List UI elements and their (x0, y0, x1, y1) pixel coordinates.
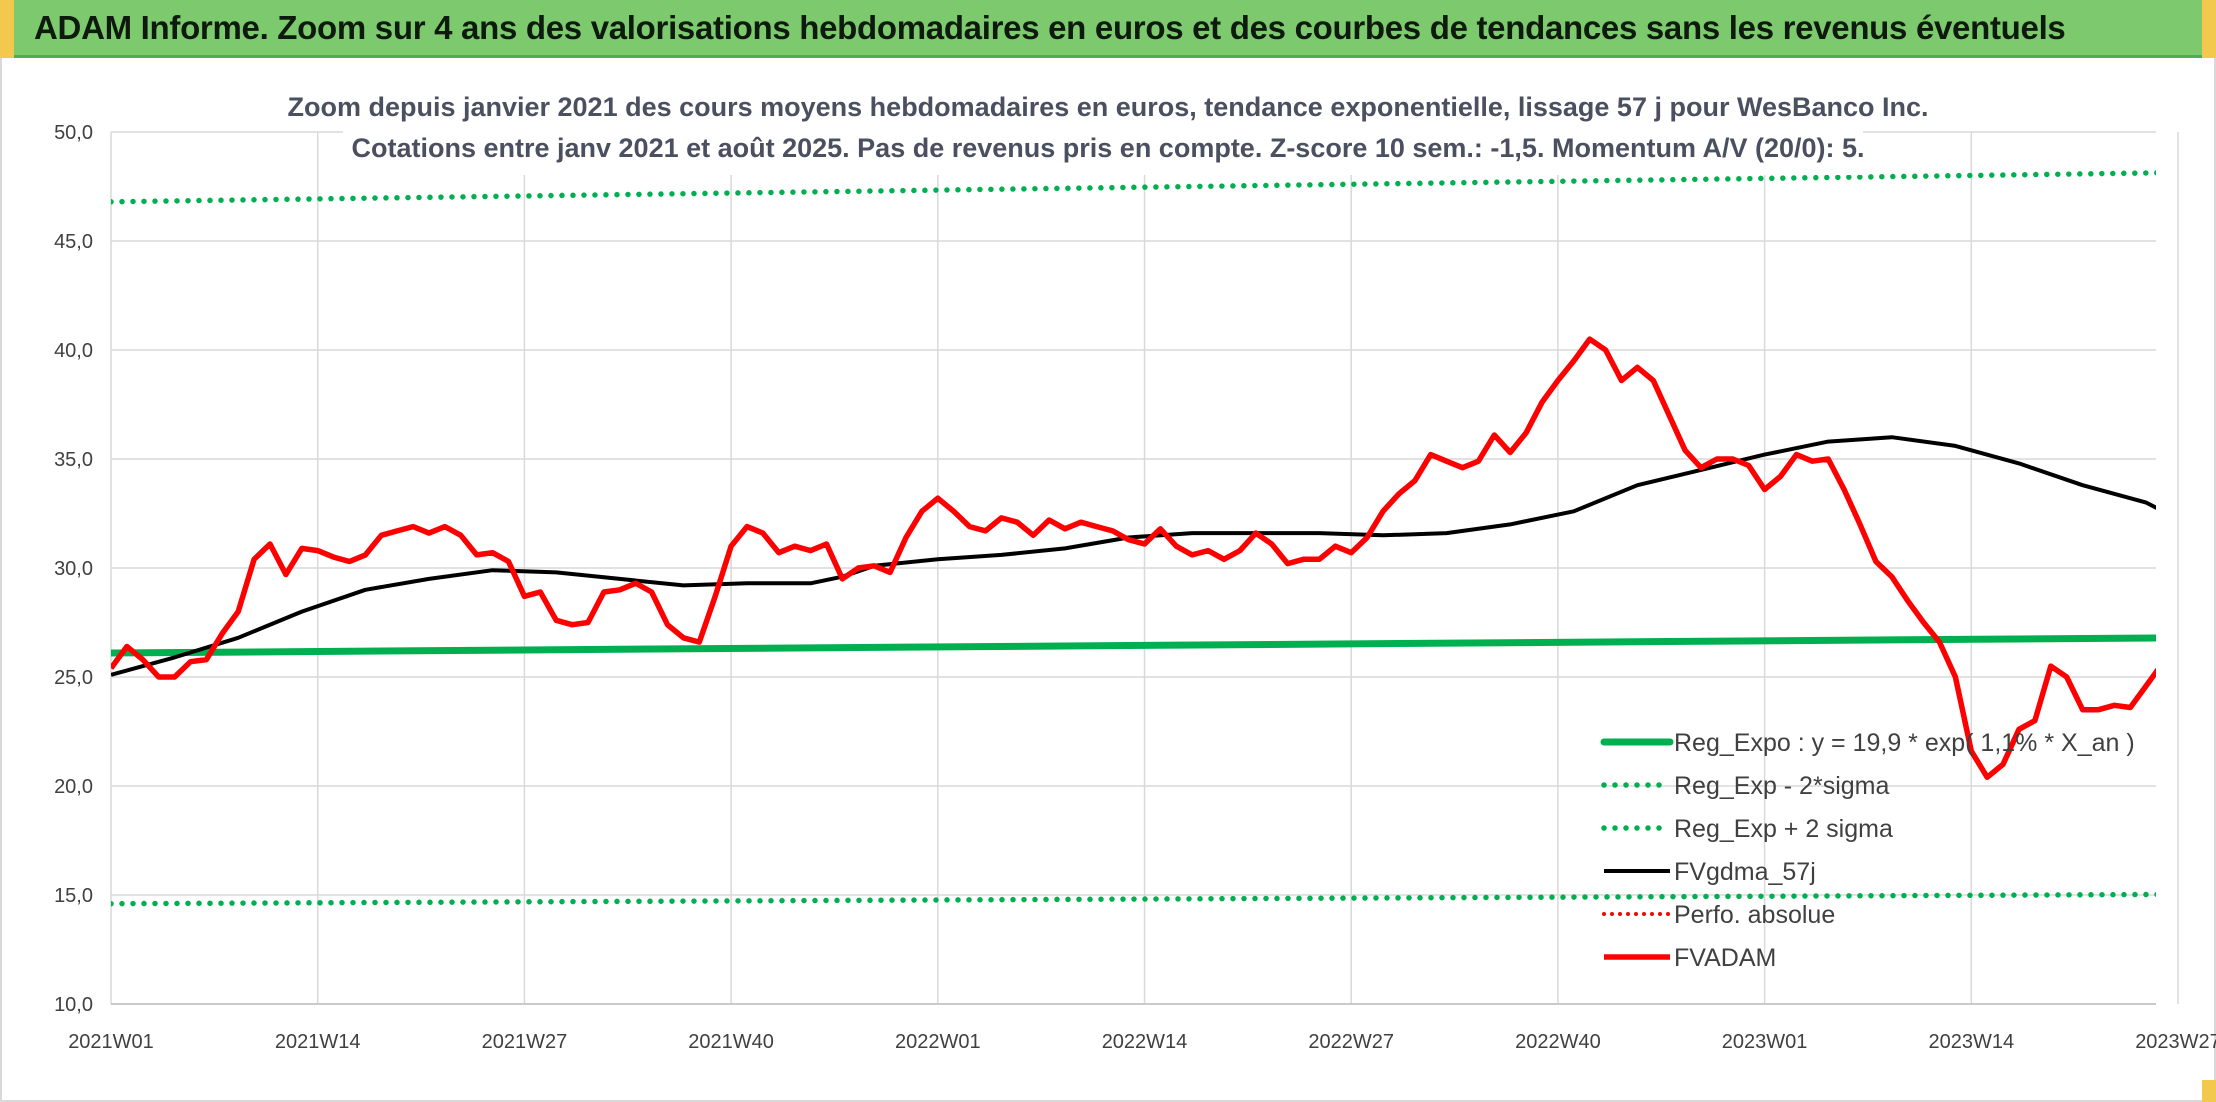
y-tick-label: 15,0 (54, 885, 93, 907)
chart-subtitle-line: Cotations entre janv 2021 et août 2025. … (351, 133, 1864, 163)
x-tick-label: 2022W40 (1515, 1031, 1601, 1053)
x-tick-label: 2023W14 (1928, 1031, 2014, 1053)
report-title: ADAM Informe. Zoom sur 4 ans des valoris… (34, 8, 2066, 46)
x-tick-label: 2022W14 (1102, 1031, 1188, 1053)
series-line-fvgdma-57j (111, 435, 2156, 677)
subtitle-background (343, 83, 1863, 175)
series-line-reg-exp (111, 891, 2156, 907)
y-tick-label: 45,0 (54, 231, 93, 253)
x-tick-label: 2021W40 (688, 1031, 774, 1053)
legend-label: Reg_Exp + 2 sigma (1674, 815, 1893, 843)
x-tick-label: 2023W27 (2135, 1031, 2216, 1053)
legend-label: FVgdma_57j (1674, 858, 1816, 886)
x-tick-label: 2022W27 (1308, 1031, 1394, 1053)
x-tick-label: 2022W01 (895, 1031, 981, 1053)
x-tick-label: 2021W01 (68, 1031, 154, 1053)
y-tick-label: 25,0 (54, 667, 93, 689)
y-tick-label: 20,0 (54, 776, 93, 798)
y-tick-label: 35,0 (54, 449, 93, 471)
x-tick-label: 2021W14 (275, 1031, 361, 1053)
y-tick-label: 40,0 (54, 340, 93, 362)
series-line-reg-exp (111, 170, 2156, 205)
corner-accent (2202, 1080, 2216, 1102)
series-line-fvadam (111, 336, 2156, 781)
x-tick-label: 2021W27 (482, 1031, 568, 1053)
corner-accent (0, 0, 14, 58)
y-tick-label: 30,0 (54, 558, 93, 580)
legend-label: Reg_Exp - 2*sigma (1674, 772, 1889, 800)
series-line-reg-expo (111, 634, 2156, 657)
legend-label: FVADAM (1674, 944, 1776, 972)
y-tick-label: 10,0 (54, 994, 93, 1016)
legend-label: Reg_Expo : y = 19,9 * exp( 1,1% * X_an ) (1674, 729, 2135, 757)
title-banner: ADAM Informe. Zoom sur 4 ans des valoris… (0, 0, 2216, 58)
legend-label: Perfo. absolue (1674, 901, 1835, 929)
y-tick-label: 50,0 (54, 122, 93, 144)
x-tick-label: 2023W01 (1722, 1031, 1808, 1053)
chart-subtitle-line: Zoom depuis janvier 2021 des cours moyen… (287, 92, 1928, 122)
corner-accent (2202, 0, 2216, 58)
